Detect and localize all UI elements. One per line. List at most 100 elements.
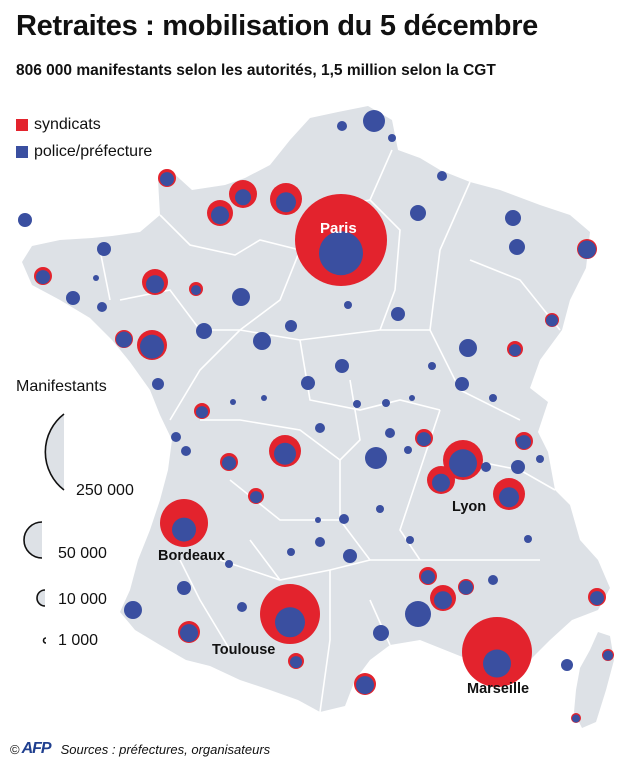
bubble-police bbox=[301, 376, 315, 390]
size-arc-250000 bbox=[45, 414, 64, 490]
bubble-police bbox=[516, 437, 522, 443]
bubble-police bbox=[344, 301, 352, 309]
legend-syndicats-label: syndicats bbox=[34, 116, 101, 133]
bubble-police bbox=[290, 656, 302, 669]
bubble-police bbox=[337, 121, 347, 131]
copyright-symbol: © bbox=[10, 741, 20, 757]
corsica bbox=[574, 632, 614, 728]
bubble-police bbox=[181, 446, 191, 456]
bubble-police bbox=[146, 275, 164, 294]
bubble-police bbox=[603, 650, 613, 661]
bubble-police bbox=[36, 270, 50, 285]
swatch-police bbox=[16, 146, 28, 158]
label-lyon: Lyon bbox=[452, 499, 486, 515]
bubble-police bbox=[356, 676, 374, 695]
bubble-police bbox=[315, 517, 321, 523]
bubble-police bbox=[499, 487, 519, 508]
legend-police: police/préfecture bbox=[16, 143, 152, 161]
afp-logo: AFP bbox=[21, 740, 52, 757]
label-paris: Paris bbox=[320, 220, 357, 237]
bubble-police bbox=[235, 189, 251, 206]
bubbles-layer bbox=[18, 110, 614, 723]
label-bordeaux: Bordeaux bbox=[158, 548, 225, 564]
bubble-police bbox=[410, 205, 426, 221]
bubble-police bbox=[276, 192, 296, 213]
bubble-police bbox=[434, 591, 452, 610]
bubble-police bbox=[432, 473, 450, 492]
bubble-police bbox=[319, 231, 363, 276]
bubble-police bbox=[536, 455, 544, 463]
bubble-police bbox=[437, 171, 447, 181]
bubble-police bbox=[343, 549, 357, 563]
bubble-police bbox=[285, 320, 297, 332]
bubble-police bbox=[409, 395, 415, 401]
bubble-police bbox=[405, 601, 431, 627]
bubble-police bbox=[363, 110, 385, 132]
bubble-police bbox=[572, 714, 580, 723]
bubble-police bbox=[315, 423, 325, 433]
size-label-10000: 10 000 bbox=[58, 591, 107, 608]
label-marseille: Marseille bbox=[467, 681, 529, 697]
bubble-police bbox=[404, 446, 412, 454]
bubble-police bbox=[232, 288, 250, 306]
bubble-police bbox=[253, 332, 271, 350]
bubble-police bbox=[171, 432, 181, 442]
bubble-police bbox=[196, 323, 212, 339]
bubble-police bbox=[274, 442, 296, 465]
bubble-police bbox=[211, 206, 229, 225]
bubble-police bbox=[546, 314, 558, 327]
bubble-police bbox=[152, 378, 164, 390]
bubble-police bbox=[406, 536, 414, 544]
size-legend-title: Manifestants bbox=[16, 378, 107, 395]
bubble-police bbox=[488, 575, 498, 585]
label-toulouse: Toulouse bbox=[212, 642, 275, 658]
bubble-police bbox=[180, 624, 198, 643]
bubble-police bbox=[590, 591, 604, 606]
size-arc-10000 bbox=[37, 590, 45, 606]
bubble-police bbox=[196, 406, 208, 419]
bubble-police bbox=[275, 607, 305, 638]
bubble-police bbox=[489, 394, 497, 402]
legend-police-label: police/préfecture bbox=[34, 143, 153, 160]
bubble-police bbox=[509, 344, 521, 357]
bubble-police bbox=[230, 399, 236, 405]
bubble-police bbox=[225, 560, 233, 568]
bubble-police bbox=[191, 285, 201, 296]
bubble-police bbox=[428, 362, 436, 370]
bubble-police bbox=[524, 535, 532, 543]
size-legend-arcs bbox=[23, 413, 65, 644]
page-subtitle: 806 000 manifestants selon les autorités… bbox=[16, 62, 496, 79]
bubble-police bbox=[511, 460, 525, 474]
bubble-police bbox=[373, 625, 389, 641]
size-label-50000: 50 000 bbox=[58, 545, 107, 562]
bubble-police bbox=[483, 649, 511, 678]
bubble-police bbox=[505, 210, 521, 226]
bubble-police bbox=[237, 602, 247, 612]
bubble-police bbox=[222, 456, 236, 471]
bubble-police bbox=[385, 428, 395, 438]
bubble-police bbox=[353, 400, 361, 408]
bubble-police bbox=[177, 581, 191, 595]
bubble-police bbox=[93, 275, 99, 281]
bubble-police bbox=[382, 399, 390, 407]
bubble-police bbox=[449, 449, 477, 478]
bubble-police bbox=[509, 239, 525, 255]
bubble-police bbox=[97, 302, 107, 312]
swatch-syndicats bbox=[16, 119, 28, 131]
bubble-police bbox=[388, 134, 396, 142]
size-arc-50000 bbox=[24, 522, 42, 558]
bubble-police bbox=[335, 359, 349, 373]
bubble-police bbox=[140, 334, 164, 359]
footer: © AFP Sources : préfectures, organisateu… bbox=[10, 740, 270, 758]
page-title: Retraites : mobilisation du 5 décembre bbox=[16, 10, 539, 42]
bubble-police bbox=[97, 242, 111, 256]
bubble-police bbox=[561, 659, 573, 671]
bubble-police bbox=[421, 570, 435, 585]
bubble-police bbox=[459, 580, 473, 595]
bubble-police bbox=[287, 548, 295, 556]
bubble-police bbox=[578, 240, 596, 259]
bubble-police bbox=[391, 307, 405, 321]
bubble-police bbox=[160, 172, 174, 187]
bubble-police bbox=[339, 514, 349, 524]
